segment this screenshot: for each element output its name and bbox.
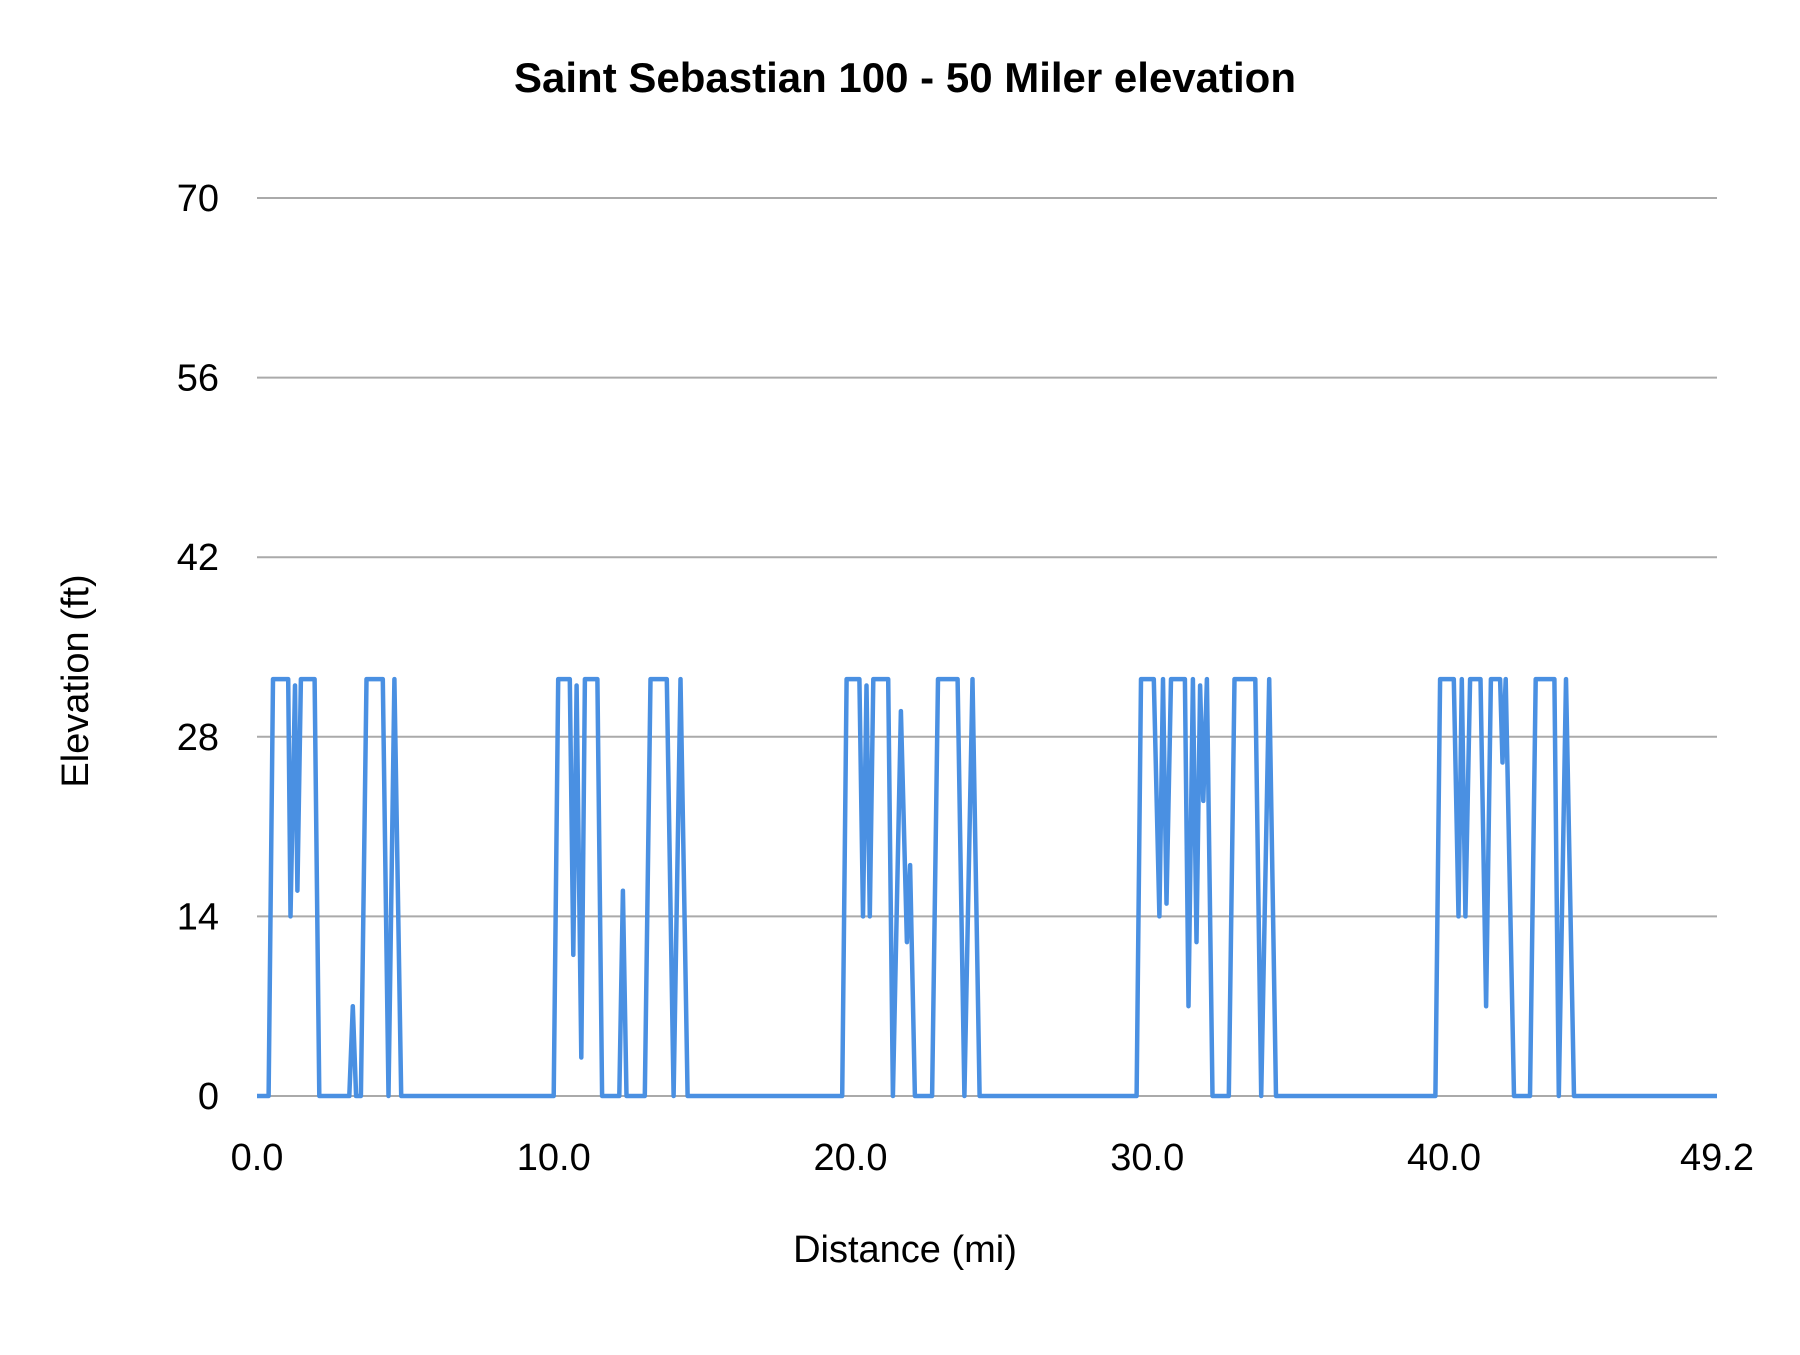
series-line-elevation	[257, 676, 1717, 1099]
x-tick-label: 49.2	[1680, 1137, 1754, 1179]
gridlines	[257, 197, 1717, 1097]
x-tick-label: 20.0	[814, 1137, 888, 1179]
chart-title: Saint Sebastian 100 - 50 Miler elevation	[514, 54, 1296, 101]
y-tick-label: 28	[177, 717, 219, 759]
series-group	[257, 676, 1717, 1099]
y-axis-ticks: 0 14 28 42 56 70	[177, 178, 219, 1118]
y-tick-label: 14	[177, 896, 219, 938]
y-axis-label: Elevation (ft)	[55, 574, 97, 787]
x-axis-ticks: 0.0 10.0 20.0 30.0 40.0 49.2	[231, 1137, 1754, 1179]
y-tick-label: 70	[177, 178, 219, 220]
y-tick-label: 42	[177, 537, 219, 579]
x-tick-label: 30.0	[1110, 1137, 1184, 1179]
x-tick-label: 0.0	[231, 1137, 284, 1179]
x-tick-label: 10.0	[517, 1137, 591, 1179]
x-tick-label: 40.0	[1407, 1137, 1481, 1179]
y-tick-label: 56	[177, 358, 219, 400]
y-tick-label: 0	[198, 1076, 219, 1118]
x-axis-label: Distance (mi)	[793, 1229, 1017, 1271]
